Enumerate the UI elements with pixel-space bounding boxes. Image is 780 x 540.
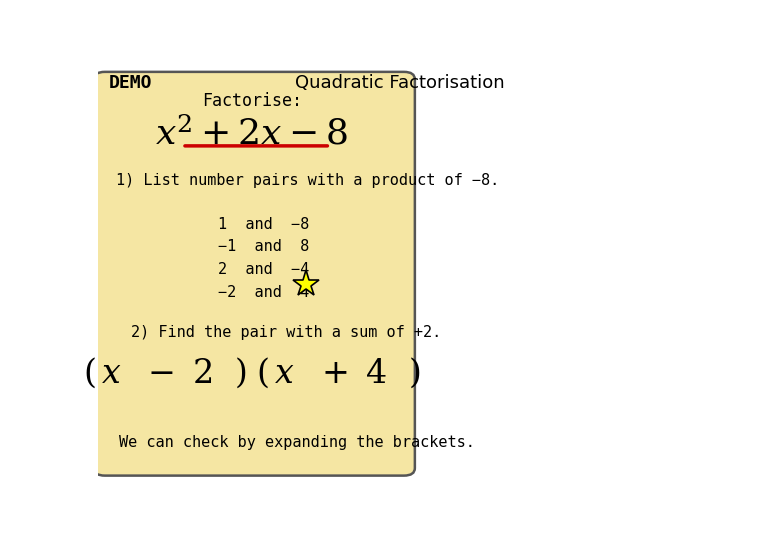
Text: $(\, x\ \ -\ 2\ \ )\;(\, x\ \ +\ 4\ \ )$: $(\, x\ \ -\ 2\ \ )\;(\, x\ \ +\ 4\ \ )$ <box>83 356 420 390</box>
Text: DEMO: DEMO <box>108 74 152 92</box>
Text: Quadratic Factorisation: Quadratic Factorisation <box>295 74 505 92</box>
FancyBboxPatch shape <box>94 72 415 476</box>
Text: 1) List number pairs with a product of −8.: 1) List number pairs with a product of −… <box>115 173 499 188</box>
Text: $x^2 + 2x - 8$: $x^2 + 2x - 8$ <box>155 117 348 152</box>
Text: −2  and  4: −2 and 4 <box>218 285 310 300</box>
Text: Factorise:: Factorise: <box>202 92 302 110</box>
Text: 2  and  −4: 2 and −4 <box>218 262 310 278</box>
Text: 2) Find the pair with a sum of +2.: 2) Find the pair with a sum of +2. <box>131 325 441 340</box>
Text: We can check by expanding the brackets.: We can check by expanding the brackets. <box>119 435 474 450</box>
Text: 1  and  −8: 1 and −8 <box>218 217 310 232</box>
Text: −1  and  8: −1 and 8 <box>218 239 310 254</box>
